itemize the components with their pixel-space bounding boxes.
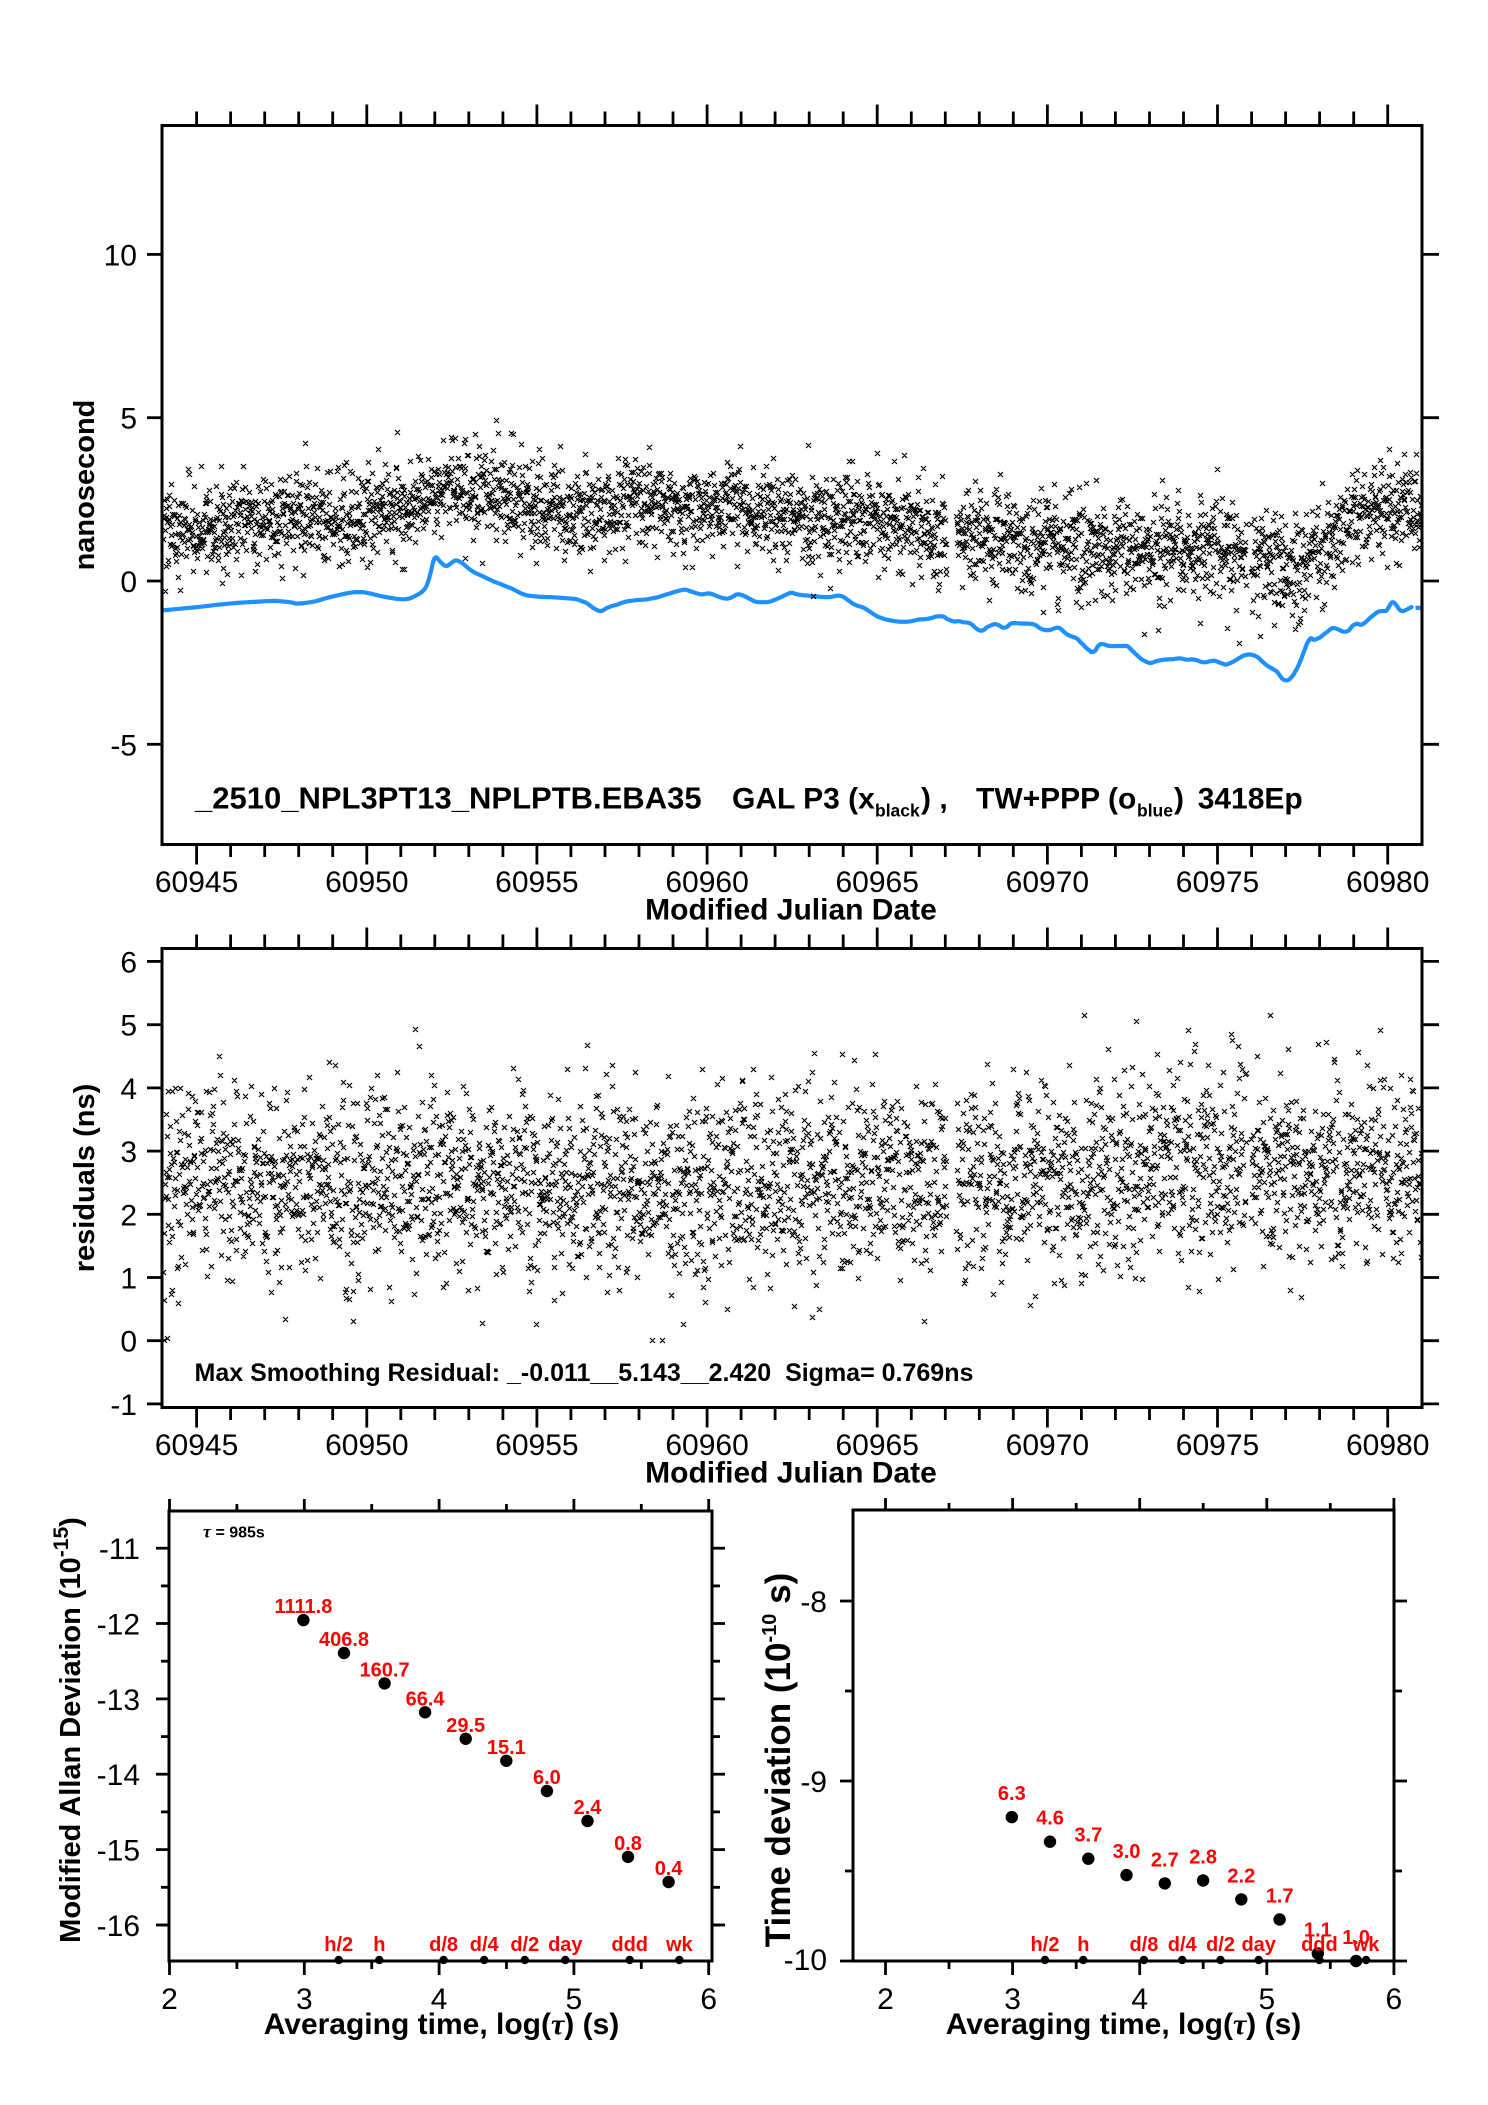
svg-text:60955: 60955 <box>495 866 578 899</box>
svg-text:6: 6 <box>120 946 137 979</box>
svg-text:4.6: 4.6 <box>1036 1808 1064 1830</box>
svg-text:2: 2 <box>161 1983 178 2016</box>
svg-text:60980: 60980 <box>1346 866 1429 899</box>
svg-text:Modified Julian Date: Modified Julian Date <box>645 1457 937 1490</box>
svg-text:0: 0 <box>120 1326 137 1359</box>
svg-text:Averaging time, log(τ) (s): Averaging time, log(τ) (s) <box>264 2008 620 2041</box>
svg-text:d/8: d/8 <box>1129 1934 1158 1956</box>
svg-text:60965: 60965 <box>835 866 918 899</box>
svg-text:5: 5 <box>566 1983 583 2016</box>
svg-text:-15: -15 <box>97 1835 140 1868</box>
svg-text:d/4: d/4 <box>1168 1934 1198 1956</box>
svg-text:residuals (ns): residuals (ns) <box>69 1084 101 1273</box>
svg-text:τ = 985s: τ = 985s <box>203 1522 265 1542</box>
svg-text:60945: 60945 <box>155 866 238 899</box>
svg-text:1111.8: 1111.8 <box>274 1596 332 1618</box>
svg-text:-10: -10 <box>784 1944 827 1977</box>
svg-text:nanosecond: nanosecond <box>69 400 101 571</box>
svg-text:0.8: 0.8 <box>614 1833 642 1855</box>
svg-text:wk: wk <box>665 1934 694 1956</box>
svg-text:60950: 60950 <box>325 1429 408 1462</box>
svg-text:h: h <box>1077 1934 1089 1956</box>
svg-text:3: 3 <box>1004 1983 1021 2016</box>
svg-text:160.7: 160.7 <box>360 1659 410 1681</box>
svg-text:5: 5 <box>120 403 137 436</box>
svg-text:_2510_NPL3PT13_NPLPTB.EBA35: _2510_NPL3PT13_NPLPTB.EBA35 <box>194 781 702 816</box>
svg-text:-9: -9 <box>800 1766 827 1799</box>
svg-text:15.1: 15.1 <box>487 1737 526 1759</box>
svg-text:60960: 60960 <box>665 866 748 899</box>
svg-text:1.0: 1.0 <box>1342 1927 1370 1949</box>
svg-text:60970: 60970 <box>1006 866 1089 899</box>
svg-text:2.8: 2.8 <box>1189 1847 1217 1869</box>
svg-text:1: 1 <box>120 1263 137 1296</box>
svg-text:d/4: d/4 <box>470 1934 500 1956</box>
svg-text:29.5: 29.5 <box>446 1715 485 1737</box>
svg-text:-12: -12 <box>97 1609 140 1642</box>
svg-text:day: day <box>1241 1934 1276 1956</box>
svg-text:-16: -16 <box>97 1910 140 1943</box>
svg-text:-8: -8 <box>800 1586 827 1619</box>
svg-text:60975: 60975 <box>1176 1429 1259 1462</box>
svg-text:60980: 60980 <box>1346 1429 1429 1462</box>
svg-text:h/2: h/2 <box>324 1934 353 1956</box>
svg-text:6.3: 6.3 <box>998 1783 1026 1805</box>
svg-text:wk: wk <box>1352 1934 1381 1956</box>
svg-text:d/2: d/2 <box>510 1934 539 1956</box>
svg-text:Max Smoothing Residual: _-0.01: Max Smoothing Residual: _-0.011__5.143__… <box>195 1359 974 1387</box>
svg-text:3: 3 <box>120 1136 137 1169</box>
svg-text:6.0: 6.0 <box>533 1767 561 1789</box>
svg-text:3.7: 3.7 <box>1074 1825 1102 1847</box>
svg-text:2.7: 2.7 <box>1151 1849 1179 1871</box>
svg-text:66.4: 66.4 <box>406 1688 446 1710</box>
svg-text:5: 5 <box>1258 1983 1275 2016</box>
svg-text:6: 6 <box>700 1983 717 2016</box>
svg-text:d/8: d/8 <box>429 1934 458 1956</box>
svg-text:60955: 60955 <box>495 1429 578 1462</box>
svg-text:d/2: d/2 <box>1206 1934 1235 1956</box>
svg-text:5: 5 <box>120 1010 137 1043</box>
svg-text:-14: -14 <box>97 1759 140 1792</box>
svg-text:Modified Allan Deviation (10-1: Modified Allan Deviation (10-15) <box>50 1517 87 1943</box>
svg-text:4: 4 <box>1131 1983 1148 2016</box>
svg-text:2.4: 2.4 <box>574 1797 603 1819</box>
svg-text:-13: -13 <box>97 1684 140 1717</box>
svg-text:60950: 60950 <box>325 866 408 899</box>
svg-text:Modified Julian Date: Modified Julian Date <box>645 894 937 927</box>
svg-text:3.0: 3.0 <box>1113 1841 1141 1863</box>
svg-text:60960: 60960 <box>665 1429 748 1462</box>
svg-text:60945: 60945 <box>155 1429 238 1462</box>
svg-text:h: h <box>373 1934 385 1956</box>
svg-text:2: 2 <box>120 1199 137 1232</box>
svg-text:4: 4 <box>431 1983 448 2016</box>
svg-text:60970: 60970 <box>1006 1429 1089 1462</box>
svg-text:-1: -1 <box>110 1389 137 1422</box>
svg-text:-5: -5 <box>110 729 137 762</box>
svg-text:-11: -11 <box>99 1533 140 1566</box>
svg-text:Averaging time, log(τ) (s): Averaging time, log(τ) (s) <box>946 2008 1302 2041</box>
svg-text:0.4: 0.4 <box>655 1858 684 1880</box>
svg-text:10: 10 <box>104 239 137 272</box>
svg-text:4: 4 <box>120 1073 137 1106</box>
svg-text:2: 2 <box>877 1983 894 2016</box>
svg-text:GAL P3 (xblack) ,TW+PPP (oblue: GAL P3 (xblack) , TW+PPP (oblue) 3418Ep <box>732 783 1303 821</box>
svg-text:day: day <box>548 1934 583 1956</box>
svg-text:2.2: 2.2 <box>1227 1865 1255 1887</box>
svg-text:406.8: 406.8 <box>319 1629 369 1651</box>
svg-text:1.1: 1.1 <box>1304 1920 1332 1942</box>
svg-text:ddd: ddd <box>1301 1934 1338 1956</box>
svg-text:6: 6 <box>1386 1983 1403 2016</box>
svg-text:60965: 60965 <box>835 1429 918 1462</box>
svg-text:3: 3 <box>296 1983 313 2016</box>
svg-text:h/2: h/2 <box>1031 1934 1060 1956</box>
svg-text:0: 0 <box>120 566 137 599</box>
svg-text:ddd: ddd <box>611 1934 648 1956</box>
svg-text:1.7: 1.7 <box>1266 1886 1294 1908</box>
svg-text:60975: 60975 <box>1176 866 1259 899</box>
